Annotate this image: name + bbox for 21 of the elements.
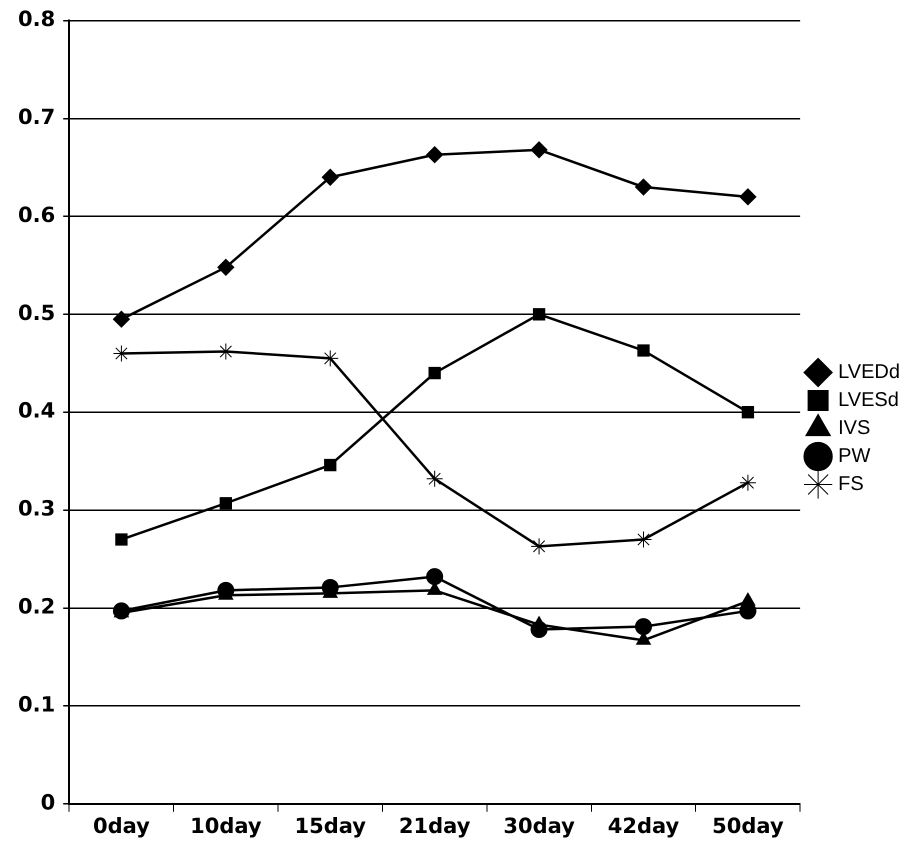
x-tick-label: 50day [712,814,784,838]
legend-label: IVS [838,417,870,440]
y-tick-label: 0.4 [18,398,56,423]
x-tick-label: 42day [608,814,680,838]
legend-label: LVEDd [838,361,900,384]
y-tick-label: 0 [40,790,56,814]
y-tick-label: 0.8 [18,7,56,32]
y-tick-label: 0.3 [18,496,56,521]
y-tick-label: 0.7 [18,104,56,129]
legend-label: FS [838,473,864,496]
y-tick-label: 0.1 [18,692,56,716]
legend-label: LVESd [838,389,899,412]
legend-label: PW [838,445,870,468]
x-tick-label: 0day [92,814,150,838]
y-tick-label: 0.2 [18,594,56,618]
x-tick-label: 21day [398,814,471,838]
x-tick-label: 10day [190,814,262,838]
y-tick-label: 0.5 [18,300,56,325]
x-tick-label: 30day [503,814,576,838]
x-tick-label: 15day [294,814,366,838]
y-tick-label: 0.6 [18,202,56,227]
